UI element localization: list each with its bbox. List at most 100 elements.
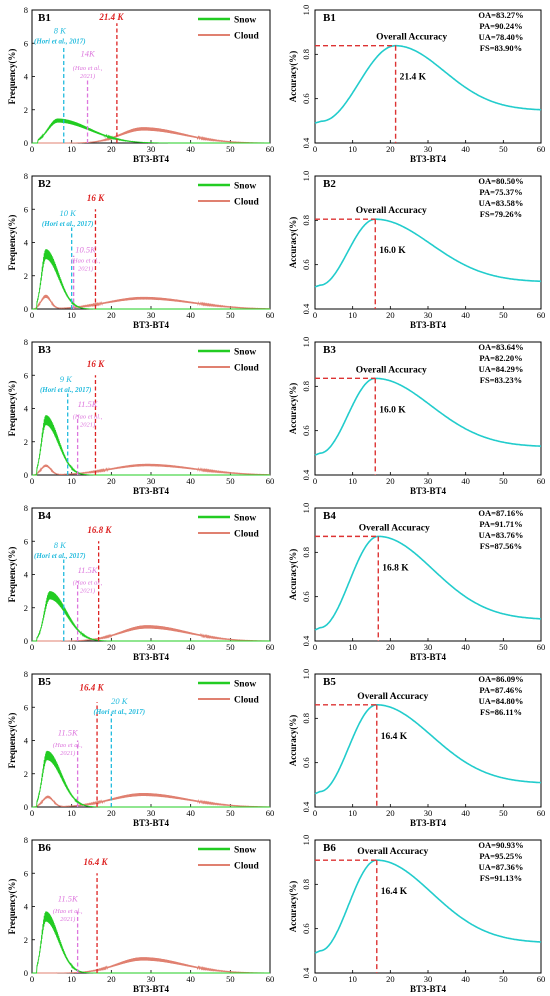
y-tick-label: 2	[24, 603, 28, 613]
x-tick-label: 50	[226, 974, 235, 984]
frequency-panel-b6: 0 10 20 30 40 50 60 0 2 4 6 8 BT3-BT4 Frequency(%) B6 1…	[7, 835, 274, 994]
metric-label: FS=83.23%	[480, 375, 522, 385]
y-tick-label: 0.4	[301, 303, 311, 314]
x-axis-label: BT3-BT4	[410, 154, 447, 164]
legend: Snow Cloud	[198, 846, 260, 872]
y-tick-label: 8	[24, 171, 28, 181]
y-tick-label: 6	[24, 38, 28, 48]
x-tick-label: 50	[499, 310, 508, 320]
y-tick-label: 6	[24, 536, 28, 546]
x-tick-label: 0	[313, 310, 317, 320]
metric-label: FS=83.90%	[480, 43, 522, 53]
metric-label: FS=86.11%	[480, 707, 522, 717]
legend: Snow Cloud	[198, 680, 260, 706]
metric-label: UA=83.58%	[479, 198, 524, 208]
y-tick-label: 4	[24, 736, 29, 746]
threshold-label: 16 K	[87, 193, 105, 203]
cloud-series-line	[32, 127, 270, 144]
x-axis-label: BT3-BT4	[133, 818, 170, 828]
x-tick-label: 40	[186, 642, 195, 652]
legend: Snow Cloud	[198, 348, 260, 374]
x-tick-label: 40	[186, 310, 195, 320]
x-tick-label: 20	[107, 808, 116, 818]
x-tick-label: 30	[147, 310, 156, 320]
panel-title: B6	[323, 842, 336, 854]
x-tick-label: 20	[386, 642, 395, 652]
x-tick-label: 0	[313, 974, 317, 984]
x-tick-label: 40	[461, 476, 470, 486]
legend-label: Snow	[234, 846, 256, 856]
threshold-label: 16.4 K	[79, 683, 104, 693]
legend-label: Cloud	[234, 862, 260, 872]
threshold-source: (Hori et al., 2017)	[42, 220, 94, 228]
y-tick-label: 8	[24, 835, 28, 845]
x-axis-label: BT3-BT4	[133, 984, 170, 994]
panel-title: B1	[38, 12, 51, 24]
y-tick-label: 0.8	[301, 879, 311, 890]
legend-label: Snow	[234, 16, 256, 26]
threshold-source: (Hao et al.,	[71, 257, 101, 264]
y-axis-label: Accuracy(%)	[288, 217, 298, 268]
y-tick-label: 0	[24, 304, 28, 314]
x-tick-label: 30	[424, 808, 433, 818]
threshold-label: 10.5K	[75, 244, 97, 254]
x-tick-label: 0	[313, 144, 317, 154]
threshold-label: 10 K	[60, 208, 78, 218]
legend-label: Cloud	[234, 530, 260, 540]
y-tick-label: 4	[24, 72, 29, 82]
y-tick-label: 0.8	[301, 547, 311, 558]
y-tick-label: 6	[24, 702, 28, 712]
y-axis-label: Frequency(%)	[7, 381, 17, 437]
y-tick-label: 0.8	[301, 713, 311, 724]
snow-series-line	[32, 118, 270, 144]
y-tick-label: 0.6	[301, 923, 311, 934]
y-tick-label: 1.0	[301, 171, 311, 182]
y-axis-label: Frequency(%)	[7, 215, 17, 271]
metric-label: UA=78.40%	[479, 32, 524, 42]
x-tick-label: 0	[313, 476, 317, 486]
metric-label: PA=75.37%	[479, 187, 522, 197]
accuracy-curve	[314, 535, 541, 631]
x-tick-label: 50	[499, 642, 508, 652]
y-axis-label: Frequency(%)	[7, 879, 17, 935]
accuracy-curve	[314, 44, 542, 124]
y-tick-label: 4	[24, 238, 29, 248]
x-axis-label: BT3-BT4	[133, 154, 170, 164]
y-tick-label: 0	[24, 636, 28, 646]
metric-label: FS=79.26%	[480, 209, 522, 219]
threshold-label: 20 K	[111, 696, 129, 706]
y-tick-label: 0	[24, 138, 28, 148]
threshold-source: (Hori et al., 2017)	[34, 37, 86, 45]
y-tick-label: 0.4	[301, 801, 311, 812]
y-tick-label: 1.0	[301, 337, 311, 348]
threshold-source: (Hori et al., 2017)	[34, 552, 86, 560]
frequency-panel-b3: 0 10 20 30 40 50 60 0 2 4 6 8 BT3-BT4 Frequency(%) B3 1…	[7, 337, 274, 496]
threshold-source: (Hori et al., 2017)	[94, 708, 146, 716]
y-tick-label: 1.0	[301, 5, 311, 16]
optimum-label: 16.4 K	[381, 887, 408, 897]
x-tick-label: 10	[348, 476, 357, 486]
x-tick-label: 20	[386, 310, 395, 320]
x-tick-label: 10	[348, 310, 357, 320]
cloud-series-line	[32, 792, 270, 808]
y-tick-label: 4	[24, 902, 29, 912]
threshold-source: (Hao et al.,	[73, 579, 103, 586]
legend-label: Cloud	[234, 32, 260, 42]
y-tick-label: 0.4	[301, 469, 311, 480]
threshold-label: 11.5K	[58, 728, 79, 738]
curve-label: Overall Accuracy	[356, 365, 427, 375]
x-tick-label: 0	[30, 974, 34, 984]
metric-label: PA=91.71%	[479, 519, 522, 529]
x-tick-label: 30	[147, 144, 156, 154]
x-tick-label: 60	[537, 974, 546, 984]
y-tick-label: 0.6	[301, 425, 311, 436]
y-axis-label: Accuracy(%)	[288, 383, 298, 434]
metric-label: PA=82.20%	[479, 353, 522, 363]
legend: Snow Cloud	[198, 514, 260, 540]
accuracy-panel-b1: 0 10 20 30 40 50 60 0.4 0.6 0.8 1.0 BT3-BT4 Accuracy…	[288, 5, 545, 164]
y-axis-label: Accuracy(%)	[288, 881, 298, 932]
legend: Snow Cloud	[198, 16, 260, 42]
x-tick-label: 20	[107, 476, 116, 486]
threshold-label: 11.5K	[78, 399, 99, 409]
